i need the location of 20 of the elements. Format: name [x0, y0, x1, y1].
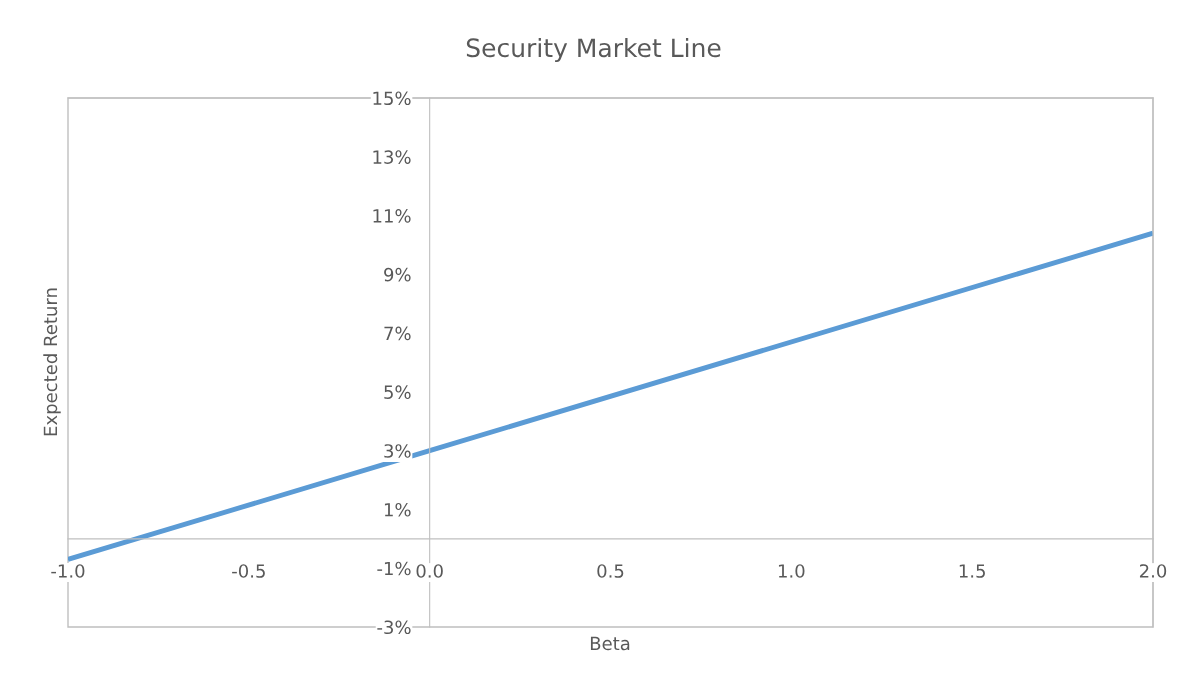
- x-tick-label: 1.5: [959, 564, 985, 578]
- x-tick-label: 2.0: [1139, 564, 1167, 578]
- x-tick-label: 0.0: [416, 564, 443, 578]
- chart-title: Security Market Line: [466, 37, 721, 63]
- y-tick-label: -3%: [377, 620, 411, 635]
- y-tick-label: -1%: [377, 561, 411, 576]
- y-tick-label: 11%: [373, 209, 411, 223]
- x-tick-label: -1.0: [51, 564, 85, 578]
- y-tick-label: 15%: [373, 91, 411, 106]
- y-tick-label: 5%: [384, 385, 411, 400]
- y-tick-label: 3%: [384, 444, 411, 458]
- x-tick-label: 0.5: [597, 564, 624, 578]
- y-axis-title: Expected Return: [43, 288, 61, 436]
- x-axis-title: Beta: [590, 636, 630, 651]
- y-tick-label: 1%: [384, 502, 411, 517]
- y-tick-label: 7%: [384, 326, 411, 341]
- x-tick-label: -0.5: [232, 564, 265, 578]
- x-tick-label: 1.0: [778, 564, 805, 578]
- y-tick-label: 13%: [373, 150, 411, 164]
- y-tick-label: 9%: [384, 267, 411, 282]
